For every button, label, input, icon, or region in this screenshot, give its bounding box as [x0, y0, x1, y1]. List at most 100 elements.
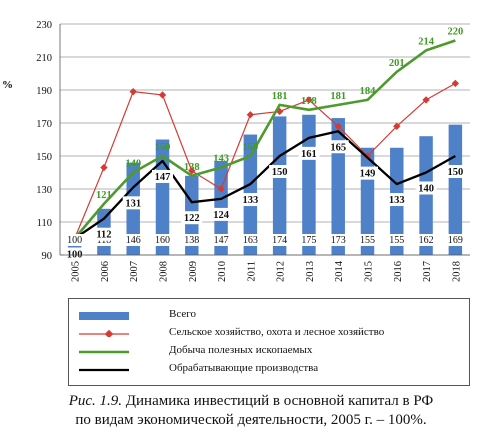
series-line-manufacturing	[73, 130, 456, 240]
axes: 90 110 130 150 170 190 210 230% 2005 2006 2007 2008…	[2, 20, 470, 282]
y-axis-label: %	[2, 79, 13, 91]
x-tick-label: 2015	[364, 261, 375, 282]
manufacturing-value-label: 122	[184, 213, 200, 224]
manufacturing-value-label: 149	[360, 169, 376, 180]
bar-value-label: 146	[126, 235, 141, 246]
manufacturing-label-bg	[298, 146, 320, 160]
bar-value-label: 155	[360, 235, 375, 246]
bar	[155, 139, 170, 255]
manufacturing-value-label: 150	[272, 167, 288, 178]
bar	[272, 116, 287, 256]
legend-swatch-red	[79, 329, 129, 337]
legend-swatch-black	[79, 368, 129, 372]
caption-line-1: Динамика инвестиций в основной капитал в…	[125, 393, 434, 409]
bar-value-label: 138	[184, 235, 199, 246]
bar-value-label-bg	[240, 234, 261, 246]
manufacturing-label-bg	[64, 247, 86, 261]
x-tick-label: 2018	[451, 261, 462, 282]
bar-value-label: 100	[67, 235, 82, 246]
legend-swatch-green	[79, 350, 129, 354]
marker-agriculture	[334, 122, 342, 130]
bar-value-label: 175	[301, 235, 316, 246]
series-line-mining	[73, 39, 456, 240]
legend-swatch-bar	[79, 312, 129, 320]
figure-caption: Рис. 1.9. Динамика инвестиций в основной…	[0, 392, 502, 430]
bar-value-label-bg	[181, 234, 202, 246]
marker-agriculture	[422, 96, 430, 104]
bars	[67, 114, 463, 256]
mining-value-label: 201	[389, 58, 405, 69]
x-tick-label: 2006	[100, 261, 111, 282]
mining-value-label: 214	[418, 36, 435, 47]
x-tick-label: 2005	[71, 261, 82, 282]
caption-line-2: по видам экономической деятельности, 200…	[75, 412, 427, 428]
manufacturing-label-bg	[415, 181, 437, 195]
marker-agriculture	[188, 167, 196, 175]
x-tick-label: 2014	[334, 260, 345, 282]
mining-value-label: 138	[184, 162, 200, 173]
bar-value-label-bg	[211, 234, 232, 246]
mining-value-label: 150	[242, 142, 258, 153]
bar-value-label-bg	[416, 234, 437, 246]
manufacturing-label-bg	[386, 193, 408, 207]
bar-value-label: 147	[214, 235, 229, 246]
x-tick-label: 2008	[159, 261, 170, 282]
manufacturing-label-bg	[269, 165, 291, 178]
marker-agriculture	[158, 91, 167, 99]
manufacturing-value-label: 124	[213, 210, 230, 221]
manufacturing-value-label: 133	[242, 195, 258, 206]
legend: Всего Сельское хозяйство, охота и лесное…	[68, 298, 470, 386]
manufacturing-label-bg	[239, 193, 261, 207]
y-tick-label: 170	[36, 119, 52, 130]
x-tick-label: 2012	[276, 261, 287, 282]
bar-value-label-bg	[123, 234, 144, 246]
caption-figure-label: Рис. 1.9.	[68, 393, 123, 409]
marker-agriculture	[246, 111, 255, 119]
y-tick-label: 90	[42, 251, 53, 262]
manufacturing-value-label: 133	[389, 195, 405, 206]
x-tick-label: 2016	[393, 261, 404, 282]
mining-value-label: 143	[213, 154, 229, 165]
y-tick-label: 130	[36, 185, 52, 196]
mining-value-label: 181	[330, 91, 346, 102]
mining-value-label: 121	[96, 190, 112, 201]
bar-value-label-bg	[269, 234, 290, 246]
manufacturing-value-label: 165	[330, 142, 346, 153]
bar	[419, 136, 433, 255]
x-tick-label: 2013	[305, 261, 316, 282]
marker-agriculture	[129, 87, 137, 96]
bar-value-label: 174	[272, 235, 287, 246]
x-tick-label: 2011	[246, 261, 257, 282]
mining-value-label: 178	[301, 96, 317, 107]
grid	[60, 23, 470, 256]
bar-value-label: 163	[243, 235, 258, 246]
manufacturing-label-bg	[93, 227, 115, 241]
y-tick-label: 210	[36, 53, 52, 64]
data-labels: 1001181461601381471631741751731551551621…	[64, 27, 466, 261]
bar-value-label-bg	[357, 234, 378, 246]
bar-value-label: 162	[419, 235, 434, 246]
legend-label-total: Всего	[169, 308, 196, 320]
mining-value-label: 220	[447, 27, 463, 38]
x-tick-label: 2010	[217, 261, 228, 282]
bar-value-label-bg	[445, 234, 466, 246]
bar-value-label-bg	[386, 234, 407, 246]
manufacturing-value-label: 131	[125, 198, 141, 209]
legend-label-manufacturing: Обрабатывающие производства	[169, 362, 319, 374]
manufacturing-value-label: 150	[447, 167, 463, 178]
manufacturing-value-label: 140	[418, 184, 434, 195]
manufacturing-value-label: 112	[96, 230, 111, 241]
bar-value-label: 173	[331, 235, 346, 246]
legend-label-mining: Добыча полезных ископаемых	[169, 344, 313, 356]
mining-value-label: 150	[155, 142, 171, 153]
bar-value-label: 169	[448, 235, 463, 246]
x-tick-label: 2017	[422, 261, 433, 282]
bar-value-label: 155	[389, 235, 404, 246]
y-tick-label: 230	[36, 20, 52, 31]
y-tick-label: 150	[36, 152, 52, 163]
bar-value-label-bg	[298, 234, 319, 246]
mining-value-label: 181	[272, 91, 288, 102]
x-tick-label: 2009	[188, 261, 199, 282]
manufacturing-label-bg	[444, 165, 466, 178]
marker-agriculture	[100, 163, 108, 172]
